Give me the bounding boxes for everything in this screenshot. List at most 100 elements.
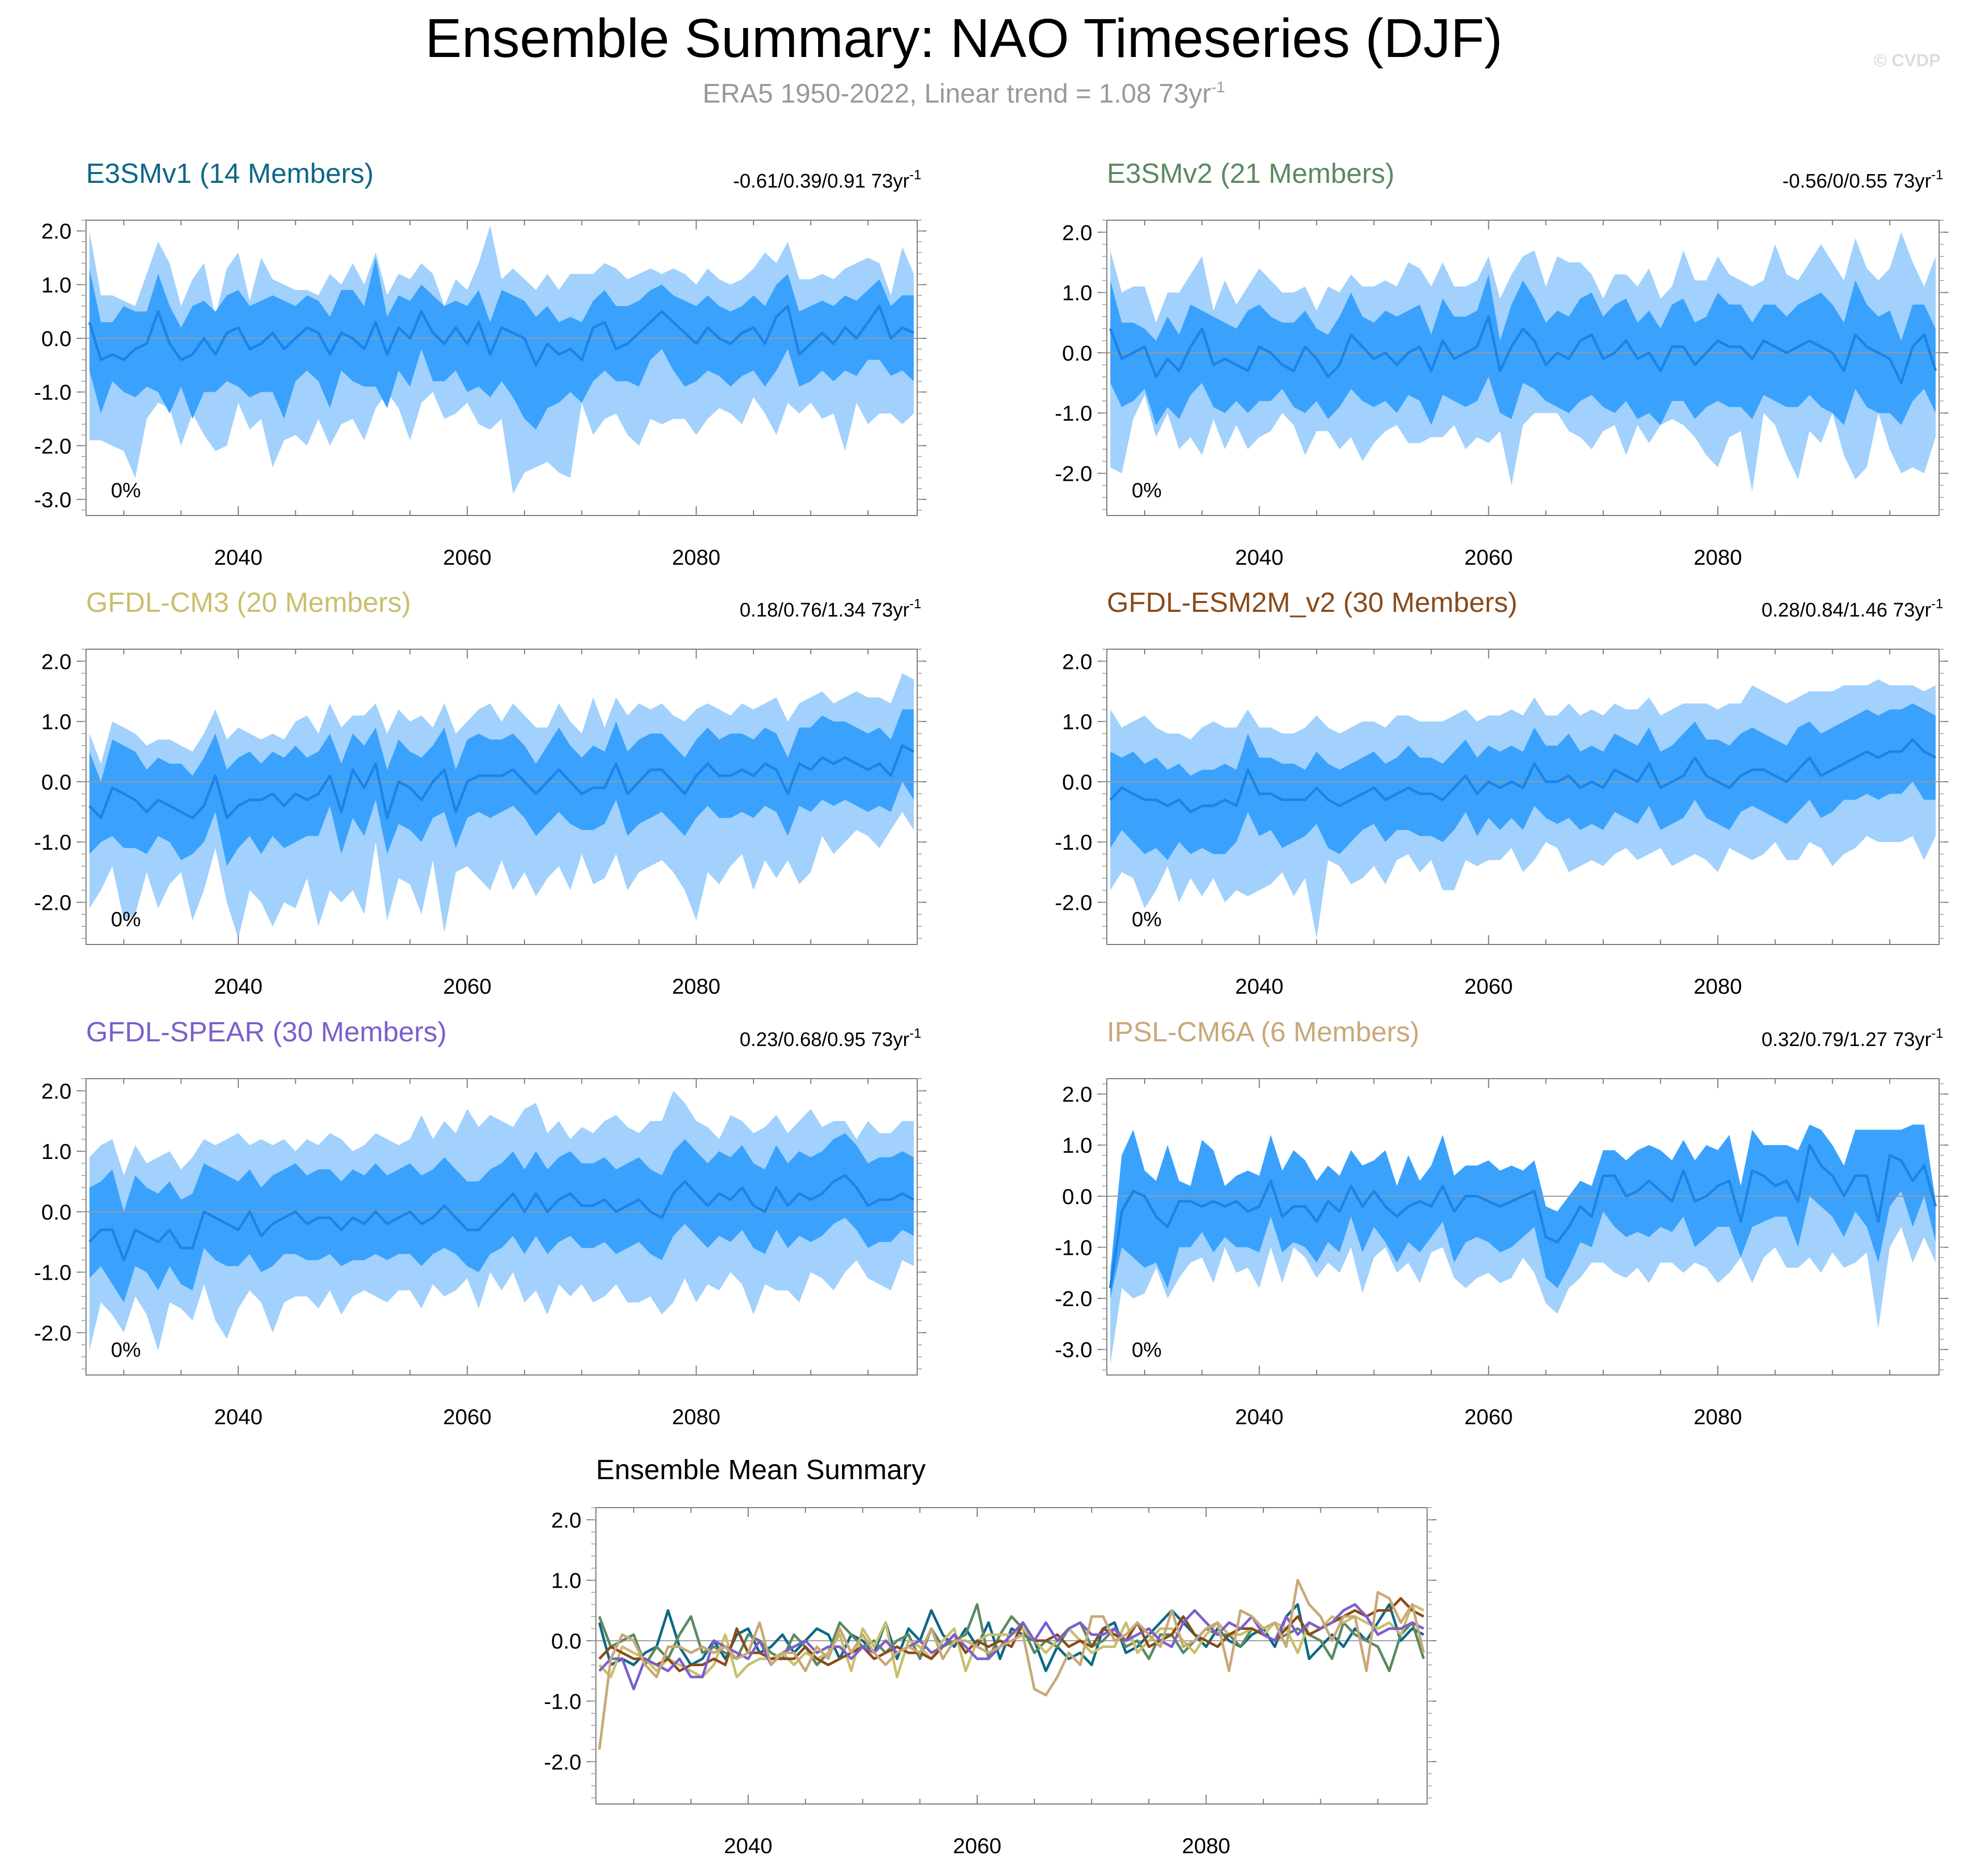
plot-frame <box>86 649 918 945</box>
plot-area <box>1107 1124 1939 1365</box>
y-tick-label: 2.0 <box>1062 649 1092 674</box>
panel-title: GFDL-SPEAR (30 Members) <box>86 1016 447 1048</box>
y-tick-label: -3.0 <box>34 488 72 512</box>
y-tick-label: -1.0 <box>34 380 72 405</box>
ensemble-mean-line <box>1109 738 1936 813</box>
x-axis: 2040 2060 2080 <box>123 220 868 569</box>
trend-label: 0.28/0.84/1.46 73yr-1 <box>1761 596 1943 621</box>
y-tick-label: 0.0 <box>1062 1184 1092 1209</box>
x-tick-label: 2060 <box>443 1405 491 1429</box>
percent-label: 0% <box>1132 908 1162 931</box>
y-tick-label: 2.0 <box>41 649 72 674</box>
x-axis: 2040 2060 2080 <box>1144 1079 1890 1429</box>
x-tick-label: 2060 <box>443 974 491 998</box>
plot-frame <box>1106 649 1940 945</box>
y-tick-label: -2.0 <box>1055 1286 1092 1311</box>
x-axis: 2040 2060 2080 <box>1144 649 1890 998</box>
band-25-75 <box>1110 274 1936 425</box>
y-tick-label: 0.0 <box>1062 770 1092 794</box>
y-tick-label: 2.0 <box>1062 220 1092 245</box>
figure-title: Ensemble Summary: NAO Timeseries (DJF) <box>425 8 1502 69</box>
x-axis: 2040 2060 2080 <box>1144 220 1890 569</box>
percent-label: 0% <box>1132 479 1162 502</box>
x-tick-label: 2040 <box>214 1405 262 1429</box>
trend-label: 0.32/0.79/1.27 73yr-1 <box>1761 1025 1943 1051</box>
panel-gfdl-cm3: 0% 0.18/0.76/1.34 73yr-1 GFDL-CM3 (20 Memb… <box>34 587 927 998</box>
figure-subtitle: ERA5 1950-2022, Linear trend = 1.08 73yr… <box>703 79 1225 109</box>
panel-ensemble-mean: Ensemble Mean Summary 2.0 1.0 0.0 -1.0 -2.0 20… <box>544 1454 1436 1858</box>
y-axis: 2.0 1.0 0.0 -1.0 -2.0 <box>34 1078 927 1370</box>
y-axis: 2.0 1.0 0.0 -1.0 -2.0 <box>1055 649 1948 939</box>
y-tick-label: 1.0 <box>1062 281 1092 305</box>
percent-label: 0% <box>111 1339 141 1362</box>
trend-label: -0.56/0/0.55 73yr-1 <box>1783 167 1943 192</box>
mean-line-gfdl-spear <box>598 1603 1424 1691</box>
y-tick-label: 1.0 <box>41 1139 72 1164</box>
y-axis: 2.0 1.0 0.0 -1.0 -2.0 <box>34 649 927 939</box>
band-25-75 <box>89 257 914 430</box>
plot-frame <box>86 220 918 516</box>
trend-label: 0.18/0.76/1.34 73yr-1 <box>739 596 921 621</box>
panel-e3smv2: 0% -0.56/0/0.55 73yr-1 E3SMv2 (21 Members)… <box>1055 158 1948 569</box>
panel-title: IPSL-CM6A (6 Members) <box>1107 1016 1419 1048</box>
y-tick-label: -2.0 <box>1055 462 1092 486</box>
panel-title: GFDL-CM3 (20 Members) <box>86 587 411 618</box>
x-tick-label: 2040 <box>214 545 262 569</box>
x-tick-label: 2040 <box>724 1834 772 1858</box>
x-axis: 2040 2060 2080 <box>123 649 868 998</box>
y-tick-label: -1.0 <box>1055 1235 1092 1259</box>
y-tick-label: 0.0 <box>41 326 72 351</box>
y-tick-label: -2.0 <box>544 1750 581 1774</box>
y-axis: 2.0 1.0 0.0 -1.0 -2.0 -3.0 <box>1055 1082 1948 1370</box>
band-25-75 <box>89 1133 914 1302</box>
percent-label: 0% <box>111 479 141 502</box>
x-tick-label: 2080 <box>1182 1834 1230 1858</box>
y-tick-label: -1.0 <box>34 830 72 854</box>
y-tick-label: 1.0 <box>41 710 72 734</box>
x-tick-label: 2060 <box>1464 974 1513 998</box>
y-tick-label: -1.0 <box>544 1689 581 1714</box>
plot-frame <box>1106 220 1940 516</box>
y-tick-label: 0.0 <box>41 1200 72 1224</box>
y-tick-label: -1.0 <box>1055 830 1092 854</box>
y-tick-label: 2.0 <box>1062 1082 1092 1107</box>
plot-area <box>1107 232 1939 492</box>
y-axis: 2.0 1.0 0.0 -1.0 -2.0 -3.0 <box>34 219 927 512</box>
plot-area <box>1107 679 1939 939</box>
y-tick-label: -1.0 <box>1055 401 1092 425</box>
ensemble-mean-line <box>1109 315 1937 384</box>
panel-gfdl-spear: 0% 0.23/0.68/0.95 73yr-1 GFDL-SPEAR (30 Me… <box>34 1016 927 1429</box>
x-axis: 2040 2060 2080 <box>633 1508 1378 1858</box>
ensemble-mean-line <box>88 305 915 367</box>
percent-label: 0% <box>1132 1339 1162 1362</box>
panel-title: GFDL-ESM2M_v2 (30 Members) <box>1107 587 1517 618</box>
x-axis: 2040 2060 2080 <box>123 1079 868 1429</box>
mean-line-ipsl-cm6a <box>598 1579 1425 1750</box>
y-tick-label: 2.0 <box>41 1079 72 1103</box>
y-tick-label: -3.0 <box>1055 1338 1092 1362</box>
band-25-75 <box>1110 1124 1936 1299</box>
ensemble-mean-line <box>1109 1143 1937 1288</box>
panel-title: E3SMv1 (14 Members) <box>86 158 374 189</box>
ensemble-mean-line <box>88 744 915 820</box>
panel-gfdl-esm2m: 0% 0.28/0.84/1.46 73yr-1 GFDL-ESM2M_v2 (30… <box>1055 587 1948 998</box>
trend-label: 0.23/0.68/0.95 73yr-1 <box>739 1025 921 1051</box>
x-tick-label: 2060 <box>443 545 491 569</box>
y-tick-label: 0.0 <box>551 1629 581 1653</box>
x-tick-label: 2060 <box>1464 545 1513 569</box>
panel-title: E3SMv2 (21 Members) <box>1107 158 1394 189</box>
y-tick-label: 1.0 <box>1062 710 1092 734</box>
y-axis: 2.0 1.0 0.0 -1.0 -2.0 <box>1055 220 1948 510</box>
y-tick-label: -2.0 <box>34 1321 72 1345</box>
plot-area <box>86 225 917 494</box>
band-25-75 <box>89 709 914 866</box>
y-tick-label: 1.0 <box>41 273 72 297</box>
plot-frame <box>86 1078 918 1376</box>
x-tick-label: 2080 <box>672 545 720 569</box>
y-axis: 2.0 1.0 0.0 -1.0 -2.0 <box>544 1507 1436 1799</box>
x-tick-label: 2080 <box>672 1405 720 1429</box>
mean-line-gfdl-esm2m <box>598 1597 1424 1672</box>
x-tick-label: 2080 <box>1693 545 1742 569</box>
panel-e3smv1: 0% -0.61/0.39/0.91 73yr-1 E3SMv1 (14 Membe… <box>34 158 927 569</box>
y-tick-label: -1.0 <box>34 1261 72 1285</box>
